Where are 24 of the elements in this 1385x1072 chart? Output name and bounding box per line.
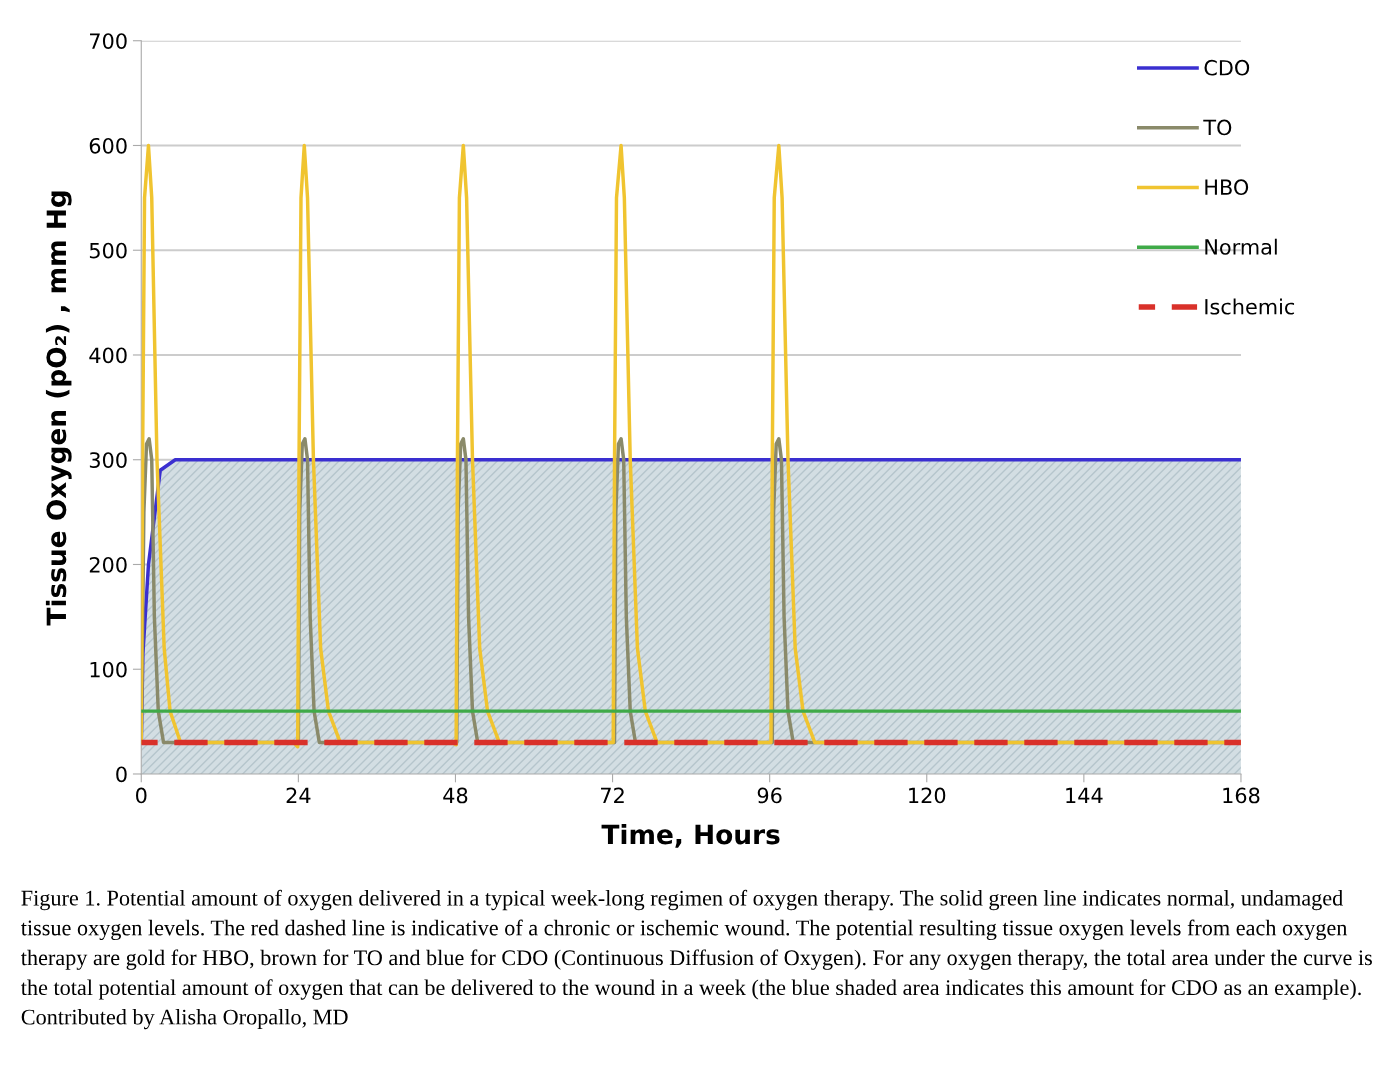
legend-label: Ischemic	[1205, 298, 1295, 315]
y-tick-label: 200	[89, 556, 127, 573]
legend-label: HBO	[1205, 179, 1249, 196]
legend-label: TO	[1203, 119, 1232, 136]
x-tick-label: 0	[136, 787, 147, 804]
x-tick-label: 48	[443, 787, 468, 804]
legend-label: Normal	[1205, 238, 1277, 255]
y-tick-label: 0	[116, 766, 127, 783]
y-tick-label: 500	[89, 242, 127, 259]
y-tick-label: 100	[90, 661, 127, 678]
x-tick-label: 144	[1066, 787, 1103, 804]
x-tick-label: 24	[286, 787, 311, 804]
x-tick-label: 168	[1223, 787, 1260, 804]
y-tick-label: 700	[90, 33, 127, 49]
caption: Figure 1. Potential amount of oxygen delivered in a typical week-long regimen of oxygen therapy. The solid green line indicates normal, undamaged tissue oxygen levels. The red dashed line is indicative of a chronic or ischemic wound. The potential resulting tissue oxygen levels from each oxygen therapy are gold for HBO, brown for TO and blue for CDO (Continuous Diffusion of Oxygen). For any oxygen therapy, the total area under the curve is the total potential amount of oxygen that can be delivered to the wound in a week (the blue shaded area indicates this amount for CDO as an example). Contributed by Alisha Oropallo, MD	[20, 889, 1372, 1030]
x-tick-label: 72	[601, 787, 624, 804]
y-tick-label: 400	[89, 347, 127, 364]
x-axis-title: Time, Hours	[601, 824, 780, 848]
y-axis-title: Tissue Oxygen (pO₂) , mm Hg	[45, 191, 72, 626]
x-tick-label: 96	[757, 787, 782, 804]
x-tick-label: 120	[909, 787, 946, 804]
y-tick-label: 300	[89, 452, 127, 468]
y-tick-label: 600	[89, 137, 127, 154]
legend-label: CDO	[1204, 59, 1250, 76]
